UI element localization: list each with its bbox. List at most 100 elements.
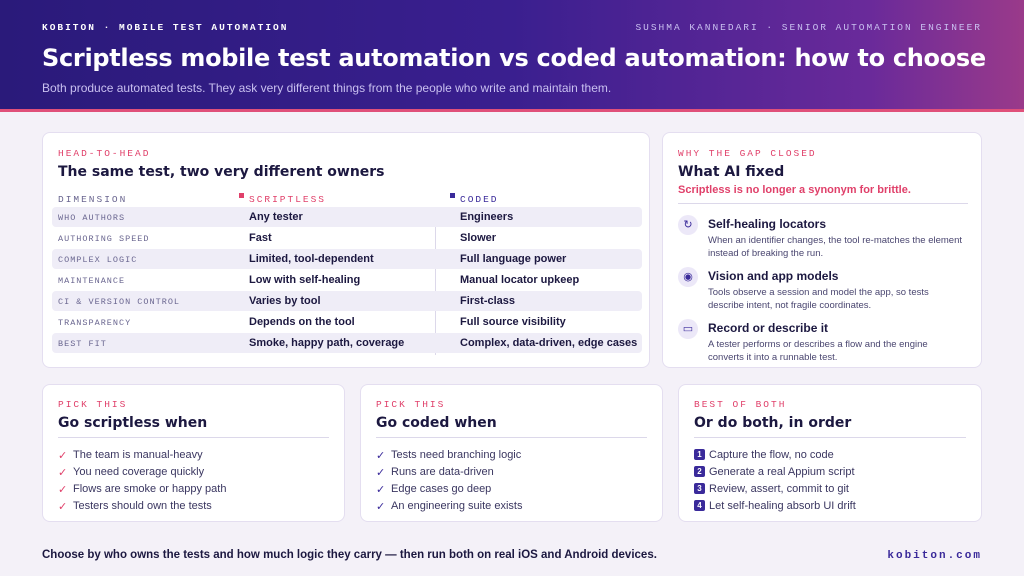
item-title: Record or describe it: [708, 321, 829, 335]
ai-card: WHY THE GAP CLOSED What AI fixed Scriptl…: [662, 132, 982, 368]
author: SUSHMA KANNEDARI · SENIOR AUTOMATION ENG…: [635, 22, 982, 33]
table-row: BEST FIT Smoke, happy path, coverage Compl…: [52, 333, 642, 353]
card-title: Or do both, in order: [694, 415, 852, 431]
list-item: ✓ Testers should own the tests: [58, 500, 318, 514]
list-item: 2 Generate a real Appium script: [694, 466, 954, 480]
item-text: When an identifier changes, the tool re-…: [708, 235, 963, 259]
column-header: SCRIPTLESS: [249, 194, 327, 205]
item-text: You need coverage quickly: [73, 466, 205, 478]
scriptless-cell: Fast: [249, 232, 272, 244]
dimension: COMPLEX LOGIC: [58, 255, 138, 265]
item-text: A tester performs or describes a flow an…: [708, 339, 928, 363]
table-row: MAINTENANCE Low with self-healing Manual l…: [52, 270, 642, 290]
item-text: The team is manual-heavy: [73, 449, 203, 461]
rule: [694, 437, 966, 438]
step-number: 3: [694, 483, 705, 494]
check: ✓: [58, 467, 68, 479]
comparison-card: HEAD-TO-HEAD The same test, two very dif…: [42, 132, 650, 368]
item-text: An engineering suite exists: [391, 500, 523, 512]
ai-item: ▭ Record or describe it A tester performs …: [678, 319, 968, 367]
list-item: ✓ Tests need branching logic: [376, 449, 636, 463]
eyebrow: PICK THIS: [376, 399, 446, 410]
rule: [678, 203, 968, 204]
check: ✓: [58, 501, 68, 513]
table-row: WHO AUTHORS Any tester Engineers: [52, 207, 642, 227]
check: ✓: [376, 501, 386, 513]
item-text: Testers should own the tests: [73, 500, 212, 512]
divider: [435, 213, 436, 355]
rule: [58, 437, 329, 438]
eyebrow: BEST OF BOTH: [694, 399, 787, 410]
table-row: CI & VERSION CONTROL Varies by tool First-…: [52, 291, 642, 311]
scriptless-cell: Varies by tool: [249, 295, 321, 307]
coded-cell: Complex, data-driven, edge cases: [460, 337, 638, 349]
title: Scriptless mobile test automation vs cod…: [42, 44, 986, 72]
eyebrow: KOBITON · MOBILE TEST AUTOMATION: [42, 22, 289, 33]
pick-card: PICK THIS Go scriptless when ✓ The team is …: [42, 384, 345, 522]
legend-swatch: [450, 193, 455, 198]
list-item: 3 Review, assert, commit to git: [694, 483, 954, 497]
step-number: 2: [694, 466, 705, 477]
dimension: WHO AUTHORS: [58, 213, 126, 223]
list-item: ✓ The team is manual-heavy: [58, 449, 318, 463]
scriptless-cell: Limited, tool-dependent: [249, 253, 374, 265]
coded-cell: Slower: [460, 232, 497, 244]
step-number: 1: [694, 449, 705, 460]
scriptless-cell: Smoke, happy path, coverage: [249, 337, 405, 349]
list-item: ✓ Flows are smoke or happy path: [58, 483, 318, 497]
ai-item: ◉ Vision and app models Tools observe a se…: [678, 267, 968, 315]
item-text: Generate a real Appium script: [709, 466, 855, 478]
item-text: Let self-healing absorb UI drift: [709, 500, 856, 512]
table-row: TRANSPARENCY Depends on the tool Full sour…: [52, 312, 642, 332]
eyebrow: HEAD-TO-HEAD: [58, 148, 151, 159]
table-row: AUTHORING SPEED Fast Slower: [52, 228, 642, 248]
pick-card: BEST OF BOTH Or do both, in order 1 Capture…: [678, 384, 982, 522]
dimension: CI & VERSION CONTROL: [58, 297, 181, 307]
item-text: Tests need branching logic: [391, 449, 522, 461]
item-text: Flows are smoke or happy path: [73, 483, 227, 495]
icon: ▭: [678, 319, 698, 339]
dimension: TRANSPARENCY: [58, 318, 132, 328]
list-item: ✓ Runs are data-driven: [376, 466, 636, 480]
header: KOBITON · MOBILE TEST AUTOMATION SUSHMA …: [0, 0, 1024, 112]
list-item: 1 Capture the flow, no code: [694, 449, 954, 463]
dimension: BEST FIT: [58, 339, 107, 349]
column-header: CODED: [460, 194, 499, 205]
list-item: ✓ You need coverage quickly: [58, 466, 318, 480]
icon: ◉: [678, 267, 698, 287]
check: ✓: [376, 484, 386, 496]
coded-cell: Full source visibility: [460, 316, 566, 328]
card-title: Go coded when: [376, 415, 497, 431]
scriptless-cell: Low with self-healing: [249, 274, 361, 286]
check: ✓: [376, 467, 386, 479]
card-title: The same test, two very different owners: [58, 164, 385, 180]
check: ✓: [376, 450, 386, 462]
eyebrow: WHY THE GAP CLOSED: [678, 148, 817, 159]
pick-card: PICK THIS Go coded when ✓ Tests need branch…: [360, 384, 663, 522]
item-title: Self-healing locators: [708, 217, 827, 231]
item-text: Tools observe a session and model the ap…: [708, 287, 929, 311]
dimension: MAINTENANCE: [58, 276, 126, 286]
check: ✓: [58, 450, 68, 462]
list-item: ✓ An engineering suite exists: [376, 500, 636, 514]
card-title: Go scriptless when: [58, 415, 208, 431]
ai-item: ↻ Self-healing locators When an identifier…: [678, 215, 968, 263]
footer-brand: kobiton.com: [887, 550, 982, 562]
coded-cell: Engineers: [460, 211, 514, 223]
scriptless-cell: Depends on the tool: [249, 316, 355, 328]
rule: [376, 437, 647, 438]
legend-swatch: [239, 193, 244, 198]
item-title: Vision and app models: [708, 269, 839, 283]
eyebrow: PICK THIS: [58, 399, 128, 410]
item-text: Review, assert, commit to git: [709, 483, 849, 495]
item-text: Runs are data-driven: [391, 466, 494, 478]
card-title: What AI fixed: [678, 164, 785, 180]
check: ✓: [58, 484, 68, 496]
item-text: Capture the flow, no code: [709, 449, 834, 461]
table-row: COMPLEX LOGIC Limited, tool-dependent Full…: [52, 249, 642, 269]
card-subtitle: Scriptless is no longer a synonym for br…: [678, 184, 911, 196]
step-number: 4: [694, 500, 705, 511]
dimension: AUTHORING SPEED: [58, 234, 150, 244]
coded-cell: Full language power: [460, 253, 567, 265]
